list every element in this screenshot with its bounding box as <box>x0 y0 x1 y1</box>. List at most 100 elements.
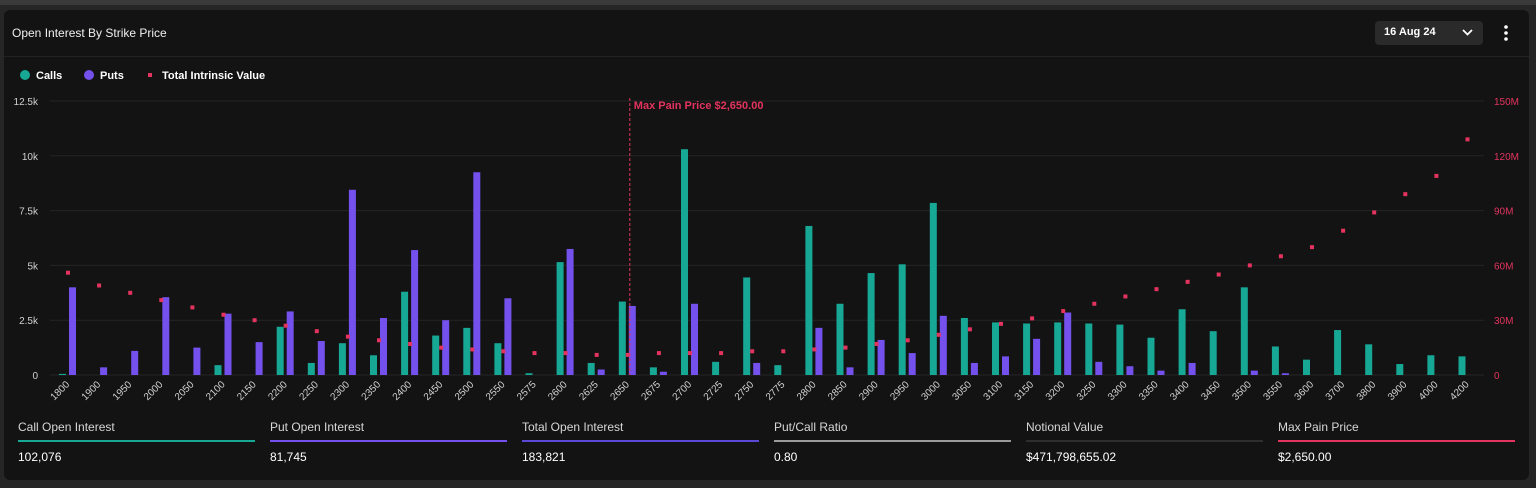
intrinsic-value-point <box>719 351 724 356</box>
more-vertical-icon[interactable] <box>1499 24 1513 42</box>
put-bar <box>255 342 263 375</box>
put-bar <box>970 362 978 375</box>
call-bar <box>432 335 440 375</box>
call-bar <box>370 355 377 375</box>
call-bar <box>1054 322 1062 375</box>
call-bar <box>1240 287 1248 375</box>
intrinsic-value-point <box>532 351 537 356</box>
x-tick-label: 3400 <box>1168 379 1192 403</box>
x-tick-label: 3500 <box>1230 379 1254 403</box>
put-bar <box>131 350 139 375</box>
stat-label: Total Open Interest <box>522 420 624 434</box>
stat-label: Put Open Interest <box>270 420 365 434</box>
call-bar <box>1271 346 1279 375</box>
intrinsic-value-point <box>1278 254 1283 259</box>
expiry-date-select[interactable]: 16 Aug 24 <box>1375 21 1483 45</box>
put-bar <box>597 369 605 375</box>
intrinsic-value-point <box>97 283 102 288</box>
call-bar <box>1209 331 1217 375</box>
x-tick-label: 2675 <box>640 379 664 403</box>
put-bar <box>691 303 698 375</box>
put-bar <box>1281 373 1289 375</box>
call-bar <box>1147 337 1155 375</box>
put-bar <box>815 327 823 375</box>
y-tick-label-right: 150M <box>1494 97 1519 108</box>
call-bar <box>1334 330 1342 375</box>
stat-underline <box>270 440 507 442</box>
panel-title: Open Interest By Strike Price <box>12 26 167 40</box>
legend-item-puts[interactable]: Puts <box>84 70 124 82</box>
legend-swatch-intrinsic <box>148 73 152 77</box>
call-bar <box>774 365 782 375</box>
legend-item-calls[interactable]: Calls <box>20 70 62 82</box>
intrinsic-value-point <box>439 345 444 350</box>
intrinsic-value-point <box>1216 272 1221 277</box>
x-tick-label: 1800 <box>49 379 73 403</box>
intrinsic-value-point <box>314 329 319 334</box>
call-bar <box>618 301 626 375</box>
intrinsic-value-point <box>470 347 475 352</box>
put-bar <box>1064 312 1072 375</box>
x-tick-label: 3350 <box>1137 379 1161 403</box>
summary-stats: Call Open Interest 102,076 Put Open Inte… <box>18 418 1518 468</box>
put-bar <box>566 248 574 375</box>
x-tick-label: 2600 <box>546 379 570 403</box>
intrinsic-value-point <box>905 338 910 343</box>
legend-item-intrinsic[interactable]: Total Intrinsic Value <box>148 70 265 82</box>
put-bar <box>846 367 854 375</box>
open-interest-chart: 0 0 2.5k 30M 5k 60M 7.5k 90M 10k 120M 12.5k 150M Max… <box>14 97 1519 403</box>
stat-label: Notional Value <box>1026 420 1104 434</box>
x-tick-label: 2150 <box>235 379 259 403</box>
put-bar <box>1188 362 1196 375</box>
stat-underline <box>1278 440 1515 442</box>
x-tick-label: 3100 <box>982 379 1006 403</box>
call-bar <box>1427 355 1435 375</box>
y-tick-label-left: 7.5k <box>19 207 39 218</box>
stat-total-open-interest: Total Open Interest 183,821 <box>522 418 759 468</box>
put-bar <box>659 371 667 375</box>
x-tick-label: 3200 <box>1044 379 1068 403</box>
put-bar <box>504 298 512 375</box>
top-strip <box>0 0 1536 5</box>
x-tick-label: 2000 <box>142 379 166 403</box>
x-tick-label: 2750 <box>733 379 757 403</box>
put-bar <box>380 318 387 375</box>
call-bar <box>338 343 346 375</box>
chevron-down-icon <box>1462 29 1473 36</box>
call-bar <box>463 327 471 375</box>
stat-max-pain-price: Max Pain Price $2,650.00 <box>1278 418 1515 468</box>
y-tick-label-right: 90M <box>1494 207 1513 218</box>
stat-underline <box>522 440 759 442</box>
x-tick-label: 2050 <box>173 379 197 403</box>
legend-swatch-puts <box>84 70 94 80</box>
call-bar <box>59 373 66 375</box>
open-interest-panel: Open Interest By Strike Price 16 Aug 24 … <box>4 10 1529 480</box>
y-tick-label-right: 60M <box>1494 261 1513 272</box>
intrinsic-value-point <box>1341 228 1346 233</box>
put-bar <box>348 189 356 375</box>
x-tick-label: 3600 <box>1293 379 1317 403</box>
x-tick-label: 2100 <box>204 379 228 403</box>
put-bar <box>1002 356 1009 375</box>
intrinsic-value-point <box>377 338 381 343</box>
call-bar <box>494 343 502 375</box>
call-bar <box>743 277 751 375</box>
x-tick-label: 2575 <box>515 379 539 403</box>
x-tick-label: 4000 <box>1417 379 1441 403</box>
x-tick-label: 2800 <box>795 379 819 403</box>
put-bar <box>100 367 108 375</box>
put-bar <box>193 347 201 375</box>
put-bar <box>69 287 76 375</box>
intrinsic-value-point <box>1247 263 1252 268</box>
x-tick-label: 2400 <box>391 379 415 403</box>
put-bar <box>224 313 232 375</box>
intrinsic-value-point <box>936 332 941 337</box>
x-tick-label: 3250 <box>1075 379 1099 403</box>
intrinsic-value-point <box>283 323 288 328</box>
intrinsic-value-point <box>625 352 630 357</box>
put-bar <box>473 172 481 375</box>
call-bar <box>1458 356 1466 375</box>
call-bar <box>1178 309 1186 375</box>
put-bar <box>1157 370 1165 375</box>
x-tick-label: 2550 <box>484 379 508 403</box>
